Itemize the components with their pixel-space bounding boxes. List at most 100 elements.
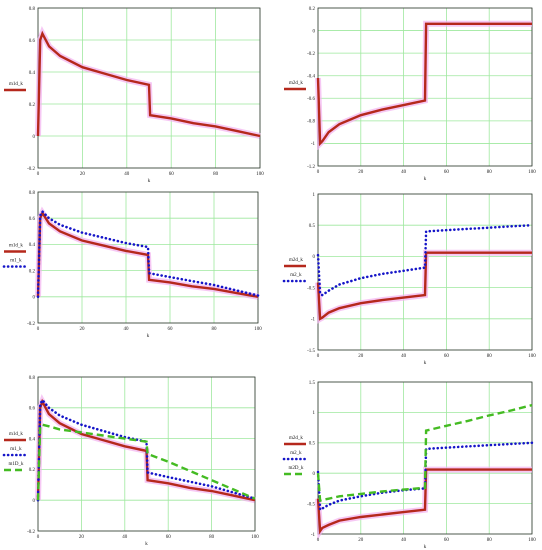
- x-tick-label: 80: [487, 354, 493, 359]
- legend-label: m2d_k: [289, 81, 303, 86]
- x-tick-label: 20: [358, 538, 364, 543]
- y-tick-label: 0.8: [29, 191, 36, 196]
- y-tick-label: 0.2: [309, 7, 316, 12]
- x-axis-label: k: [424, 177, 427, 182]
- y-tick-label: -1.5: [307, 349, 315, 354]
- x-tick-label: 40: [124, 172, 130, 177]
- y-tick-label: -0.2: [27, 530, 35, 535]
- series-line-m2d_k: [316, 468, 532, 535]
- series-line-m1d_k: [36, 30, 261, 138]
- y-tick-label: 0.4: [29, 243, 36, 248]
- x-tick-label: 60: [168, 327, 174, 332]
- x-tick-label: 100: [256, 172, 264, 177]
- x-tick-label: 0: [37, 172, 40, 177]
- series-line-m1d_k: [36, 210, 259, 298]
- y-tick-label: -1.2: [307, 165, 315, 170]
- series-line-m1D_k: [36, 423, 256, 501]
- x-tick-label: 20: [358, 170, 364, 175]
- legend-label: m1d_k: [9, 244, 23, 249]
- chart-panel-4: 0 20 40 60 80 100 -1.5 -1 -0.5 0 0.5 1 m2d_k m2_kk: [282, 193, 536, 366]
- legend-label: m2_k: [290, 451, 302, 456]
- x-tick-label: 0: [37, 327, 40, 332]
- x-tick-label: 80: [487, 170, 493, 175]
- y-tick-label: 0.6: [29, 39, 36, 44]
- y-tick-label: 1: [313, 411, 316, 416]
- x-tick-label: 20: [358, 354, 364, 359]
- legend-label: m1_k: [10, 259, 22, 264]
- y-tick-label: 0.8: [29, 376, 36, 381]
- x-tick-label: 20: [80, 172, 86, 177]
- y-tick-label: -0.5: [307, 286, 315, 291]
- x-tick-label: 100: [254, 327, 262, 332]
- x-axis-label: k: [424, 361, 427, 366]
- legend-label: m1D_k: [9, 462, 25, 467]
- x-tick-label: 40: [124, 327, 130, 332]
- y-tick-label: 0.6: [29, 217, 36, 222]
- y-tick-label: 0: [313, 29, 316, 34]
- y-tick-label: 0.5: [309, 224, 316, 229]
- x-tick-label: 0: [317, 354, 320, 359]
- y-tick-label: 0: [313, 255, 316, 260]
- y-tick-label: 0.8: [29, 7, 36, 12]
- chart-panel-2: 0 20 40 60 80 100 -1.2 -1 -0.8 -0.6 -0.4 -0.2 0 0.2 m2…: [284, 7, 536, 182]
- legend-label: m2_k: [290, 273, 302, 278]
- series-line-m1_k: [36, 397, 257, 502]
- x-tick-label: 80: [209, 535, 215, 540]
- series-line-m1d_k: [36, 398, 256, 502]
- x-tick-label: 40: [401, 170, 407, 175]
- y-tick-label: -1: [311, 142, 316, 147]
- y-tick-label: 0.6: [29, 407, 36, 412]
- x-tick-label: 100: [528, 354, 536, 359]
- legend-label: m1_k: [10, 447, 22, 452]
- y-tick-label: -0.5: [307, 502, 315, 507]
- y-tick-label: 0.5: [309, 442, 316, 447]
- legend-label: m1d_k: [9, 432, 23, 437]
- y-tick-label: 0.2: [29, 269, 36, 274]
- y-tick-label: -0.2: [27, 322, 35, 327]
- x-tick-label: 80: [487, 538, 493, 543]
- y-tick-label: 1.5: [309, 381, 316, 386]
- y-tick-label: 0: [313, 472, 316, 477]
- x-axis-label: k: [424, 545, 427, 550]
- x-tick-label: 60: [444, 538, 450, 543]
- x-tick-label: 100: [251, 535, 259, 540]
- y-tick-label: 0.2: [29, 468, 36, 473]
- y-tick-label: -1: [311, 318, 316, 323]
- x-tick-label: 60: [169, 172, 175, 177]
- y-tick-label: 0: [33, 296, 36, 301]
- series-line-m1_k: [36, 209, 260, 299]
- y-tick-label: 1: [313, 193, 316, 198]
- y-tick-label: -0.4: [307, 75, 315, 80]
- x-tick-label: 60: [444, 170, 450, 175]
- series-line-m2d_k: [316, 251, 532, 321]
- legend-label: m2D_k: [289, 466, 305, 471]
- x-tick-label: 100: [528, 538, 536, 543]
- x-tick-label: 0: [317, 170, 320, 175]
- series-line-m2d_k: [316, 22, 532, 147]
- x-axis-label: k: [148, 179, 151, 184]
- x-tick-label: 100: [528, 170, 536, 175]
- y-tick-label: 0.4: [29, 437, 36, 442]
- x-tick-label: 40: [401, 538, 407, 543]
- x-tick-label: 40: [122, 535, 128, 540]
- x-axis-label: k: [147, 334, 150, 339]
- legend-label: m2d_k: [289, 436, 303, 441]
- legend-label: m1d_k: [9, 82, 23, 87]
- y-tick-label: 0: [33, 499, 36, 504]
- x-tick-label: 20: [79, 535, 85, 540]
- x-tick-label: 60: [444, 354, 450, 359]
- x-tick-label: 0: [37, 535, 40, 540]
- x-tick-label: 80: [212, 327, 218, 332]
- y-tick-label: 0: [33, 135, 36, 140]
- y-tick-label: 0.4: [29, 71, 36, 76]
- legend-label: m2d_k: [289, 258, 303, 263]
- chart-panel-6: 0 20 40 60 80 100 -1 -0.5 0 0.5 1 1.5 m2d_k m2_k m2D_k…: [282, 381, 536, 550]
- x-tick-label: 80: [213, 172, 219, 177]
- y-tick-label: -0.8: [307, 120, 315, 125]
- x-tick-label: 40: [401, 354, 407, 359]
- x-tick-label: 20: [80, 327, 86, 332]
- y-tick-label: -0.2: [27, 167, 35, 172]
- chart-panel-5: 0 20 40 60 80 100-0.200.20.40.60.8m1d_km1_km1…: [2, 376, 259, 547]
